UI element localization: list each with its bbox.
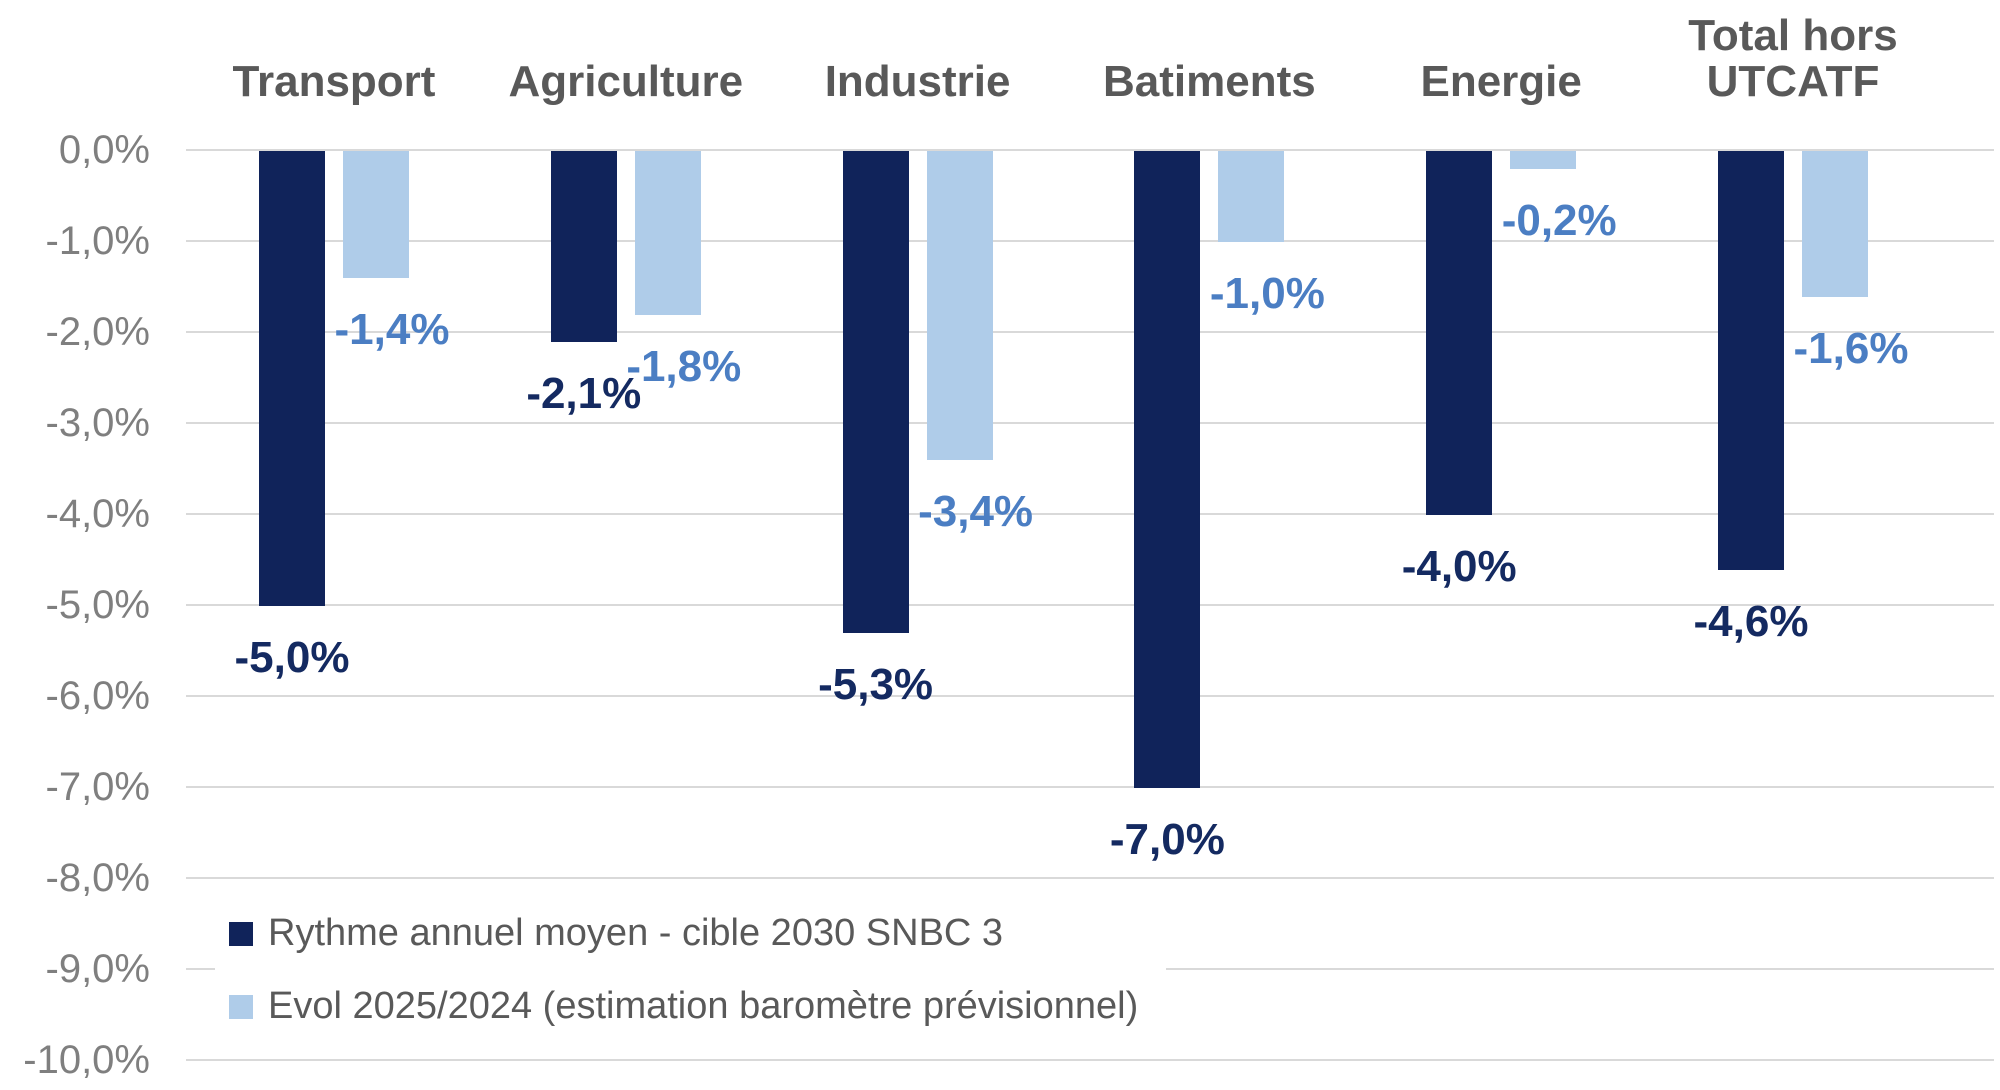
gridline <box>186 513 1994 515</box>
dark-bar-agriculture <box>550 151 617 342</box>
light-bar-agriculture <box>634 151 701 315</box>
category-label-energie: Energie <box>1420 57 1582 107</box>
category-label-transport: Transport <box>232 57 436 107</box>
legend-swatch-dark-icon <box>229 921 253 946</box>
dark-bar-value-label: -5,3% <box>818 660 934 709</box>
gridline <box>186 422 1994 424</box>
gridline <box>186 877 1994 879</box>
y-axis-tick-label: -7,0% <box>45 765 151 809</box>
dark-bar-value-label: -4,6% <box>1693 597 1809 646</box>
y-axis-tick-label: -3,0% <box>45 401 151 445</box>
gridline <box>186 149 1994 151</box>
gridline <box>186 604 1994 606</box>
dark-bar-value-label: -4,0% <box>1401 542 1517 591</box>
light-bar-value-label: -1,4% <box>334 305 450 354</box>
gridline <box>186 786 1994 788</box>
light-bar-energie <box>1510 151 1577 169</box>
category-label-industrie: Industrie <box>824 57 1011 107</box>
dark-bar-value-label: -5,0% <box>234 633 350 682</box>
y-axis-tick-label: 0,0% <box>58 128 150 172</box>
dark-bar-batiments <box>1134 151 1201 788</box>
gridline <box>186 240 1994 242</box>
y-axis-tick-label: -5,0% <box>45 583 151 627</box>
gridline <box>186 695 1994 697</box>
dark-bar-energie <box>1426 151 1493 515</box>
legend-item-evol-2025-2024: Evol 2025/2024 (estimation baromètre pré… <box>229 985 1138 1028</box>
legend-swatch-light-icon <box>229 994 253 1019</box>
y-axis-tick-label: -8,0% <box>45 856 151 900</box>
gridline <box>186 331 1994 333</box>
y-axis-tick-label: -9,0% <box>45 947 151 991</box>
y-axis-tick-label: -6,0% <box>45 674 151 718</box>
legend-label: Evol 2025/2024 (estimation baromètre pré… <box>268 985 1139 1027</box>
dark-bar-value-label: -7,0% <box>1109 815 1225 864</box>
light-bar-value-label: -3,4% <box>918 487 1034 536</box>
light-bar-industrie <box>926 151 993 460</box>
dark-bar-transport <box>259 151 325 606</box>
light-bar-value-label: -1,0% <box>1209 269 1325 318</box>
legend-label: Rythme annuel moyen - cible 2030 SNBC 3 <box>268 912 1004 954</box>
y-axis-tick-label: -10,0% <box>23 1038 150 1082</box>
light-bar-value-label: -1,8% <box>626 342 742 391</box>
light-bar-batiments <box>1218 151 1285 242</box>
light-bar-value-label: -1,6% <box>1793 324 1909 373</box>
category-label-agriculture: Agriculture <box>508 57 744 107</box>
category-label-batiments: Batiments <box>1103 57 1316 107</box>
light-bar-value-label: -0,2% <box>1501 196 1617 245</box>
dark-bar-industrie <box>842 151 909 633</box>
dark-bar-value-label: -2,1% <box>526 369 642 418</box>
gridline <box>186 1059 1994 1061</box>
y-axis-tick-label: -1,0% <box>45 219 151 263</box>
y-axis-tick-label: -2,0% <box>45 310 151 354</box>
light-bar-transport <box>343 151 409 278</box>
y-axis-tick-label: -4,0% <box>45 492 151 536</box>
category-label-total-hors-utcatf: Total hors UTCATF <box>1688 10 1898 107</box>
light-bar-total-hors-utcatf <box>1802 151 1868 297</box>
dark-bar-total-hors-utcatf <box>1718 151 1784 570</box>
legend-item-rythme-annuel: Rythme annuel moyen - cible 2030 SNBC 3 <box>229 912 1138 955</box>
legend: Rythme annuel moyen - cible 2030 SNBC 3 … <box>215 896 1167 1046</box>
